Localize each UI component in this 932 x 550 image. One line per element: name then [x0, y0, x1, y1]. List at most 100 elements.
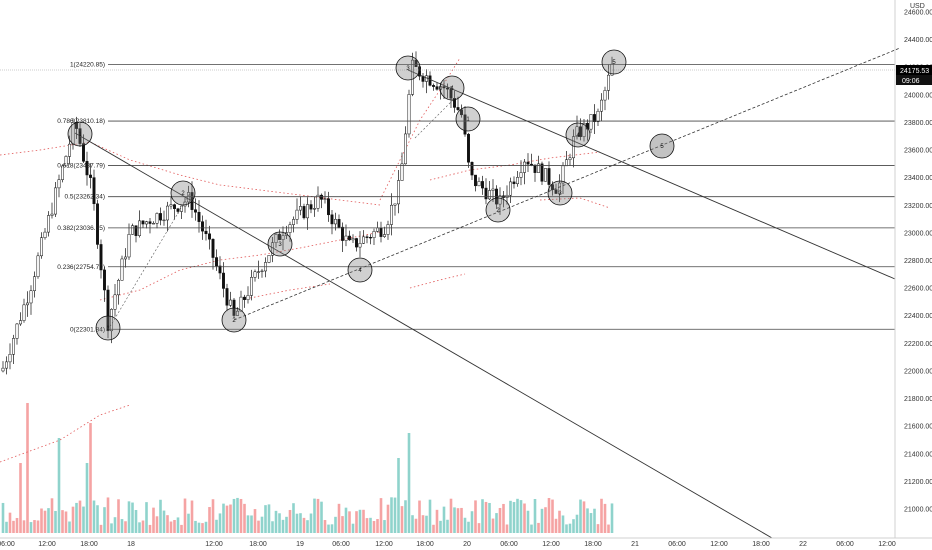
candle-body	[551, 184, 554, 190]
candle-body	[96, 203, 99, 245]
time-tick-label: 18:00	[752, 541, 770, 548]
wave-marker-circle[interactable]	[565, 122, 591, 148]
candle-body	[600, 99, 603, 112]
wave-marker-circle[interactable]	[170, 180, 196, 206]
wave-marker-circle[interactable]	[267, 231, 293, 257]
candle-body	[323, 198, 327, 200]
wave-marker-circle[interactable]	[455, 106, 481, 132]
candle-body	[400, 163, 404, 181]
volume-bar	[110, 523, 113, 533]
volume-bar	[453, 507, 456, 533]
time-tick-label: 06:00	[332, 541, 350, 548]
candle-body	[519, 172, 523, 178]
wave-marker-circle[interactable]	[347, 257, 373, 283]
candle-body	[327, 198, 330, 216]
volume-bar	[334, 516, 337, 533]
volume-bar	[603, 503, 607, 533]
candle-body	[152, 223, 155, 225]
volume-bar	[484, 501, 488, 533]
volume-bar	[246, 515, 250, 533]
volume-bar	[358, 509, 362, 533]
candle-body	[260, 270, 264, 273]
volume-bar	[145, 502, 148, 533]
volume-bar	[236, 497, 239, 533]
volume-bar	[488, 502, 491, 533]
channel-upper-trendline[interactable]	[407, 69, 896, 280]
candle-body	[19, 320, 22, 325]
wave-marker-circle[interactable]	[485, 197, 511, 223]
candle-body	[257, 271, 260, 273]
volume-bar	[131, 502, 134, 533]
candle-body	[103, 269, 106, 291]
volume-bar	[544, 507, 547, 533]
volume-bar	[512, 502, 516, 533]
candle-body	[29, 290, 33, 304]
wave-marker-label: 1	[78, 132, 82, 138]
volume-bar	[516, 498, 519, 533]
wave-marker-circle[interactable]	[67, 121, 93, 147]
time-tick-label: 18:00	[416, 541, 434, 548]
wave-marker-circle[interactable]	[601, 49, 627, 75]
volume-bar	[351, 523, 355, 533]
wave-marker-circle[interactable]	[95, 315, 121, 341]
volume-bar	[187, 513, 190, 533]
volume-bar	[526, 510, 530, 533]
candle-body	[134, 225, 138, 236]
descending-trendline[interactable]	[74, 132, 773, 539]
volume-bar	[85, 463, 89, 533]
volume-bar	[456, 508, 460, 533]
volume-bar	[579, 499, 582, 533]
volume-bar	[274, 510, 278, 533]
candle-body	[208, 233, 211, 240]
price-tick-label: 22000.00	[904, 368, 932, 375]
fibonacci-retracement[interactable]: 1(24220.85) 0.786(23810.18) 0.618(23487.79…	[0, 61, 895, 333]
volume-bar	[407, 433, 411, 533]
volume-bar	[554, 518, 558, 533]
volume-bar	[582, 501, 586, 533]
volume-bar	[439, 520, 442, 533]
volume-bar	[586, 508, 589, 533]
volume-bar	[117, 499, 120, 533]
volume-bar	[474, 500, 477, 533]
volume-bar	[425, 515, 428, 533]
candle-body	[229, 299, 232, 306]
wave-marker-circle[interactable]	[547, 180, 573, 206]
candle-body	[320, 194, 323, 200]
volume-bar	[278, 513, 281, 533]
volume-bar	[400, 506, 404, 533]
volume-bar	[348, 511, 351, 533]
wave-marker-circle[interactable]	[649, 133, 675, 159]
elliott-wave-markers[interactable]: 1 2 3 4 5 1 2 3 4 1 2 3 4 5	[67, 49, 675, 341]
volume-bar	[432, 524, 435, 533]
candle-body	[456, 107, 460, 110]
trend-lines[interactable]	[74, 47, 901, 539]
candle-body	[8, 354, 12, 363]
candle-body	[162, 219, 166, 222]
candle-body	[22, 304, 26, 321]
volume-bar	[215, 519, 218, 533]
time-tick-label: 19	[296, 541, 304, 548]
wave-marker-label: 3	[278, 242, 282, 248]
price-tick-label: 23200.00	[904, 203, 932, 210]
volume-bar	[138, 522, 141, 533]
volume-bar	[505, 524, 509, 533]
candle-body	[446, 87, 449, 90]
candle-body	[547, 168, 551, 185]
wave-marker-circle[interactable]	[221, 307, 247, 333]
volume-bar	[183, 498, 187, 533]
candle-body	[477, 181, 481, 187]
time-tick-label: 06:00	[836, 541, 854, 548]
wave-marker-circle[interactable]	[395, 55, 421, 81]
fib-level-label: 0.618(23487.79)	[57, 163, 105, 170]
volume-bar	[449, 498, 453, 533]
wave-marker-label: 2	[496, 208, 500, 214]
volume-bar	[208, 507, 211, 533]
price-tick-label: 21600.00	[904, 424, 932, 431]
candle-body	[299, 206, 302, 211]
bollinger-bands	[0, 57, 611, 463]
candle-body	[358, 243, 362, 248]
wave-marker-circle[interactable]	[439, 75, 465, 101]
candle-body	[40, 237, 43, 257]
candle-body	[568, 157, 572, 160]
